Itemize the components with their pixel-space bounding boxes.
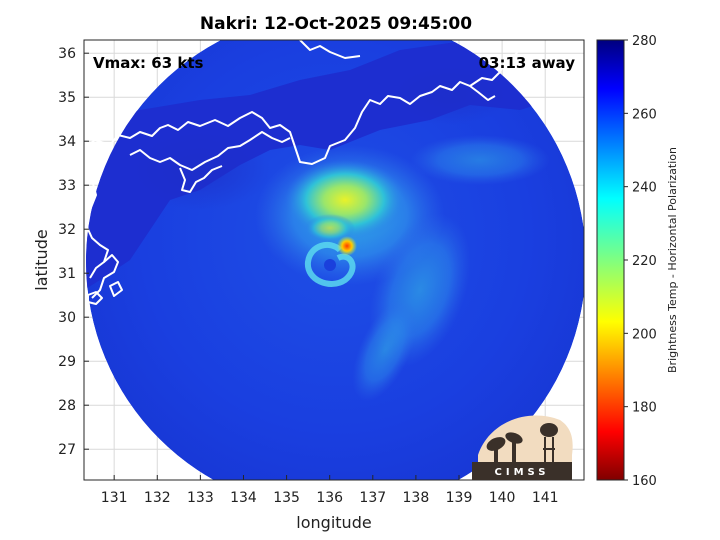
y-tick-label: 34: [58, 134, 76, 150]
y-tick-label: 33: [58, 178, 76, 194]
x-tick-label: 135: [273, 490, 300, 506]
y-axis-ticks: 36 35 34 33 32 31 30 29 28 27: [58, 46, 89, 458]
x-axis-label: longitude: [296, 513, 371, 532]
x-axis-ticks: 131 132 133 134 135 136 137 138 139 140 141: [101, 475, 559, 506]
x-tick-label: 136: [316, 490, 343, 506]
y-tick-label: 27: [58, 442, 76, 458]
x-tick-label: 138: [403, 490, 430, 506]
x-tick-label: 132: [144, 490, 171, 506]
axes-frame: [83, 39, 585, 481]
cimss-logo: CIMSS: [472, 415, 573, 480]
colorbar-ticks: 280 260 240 220 200 180 160: [624, 34, 657, 489]
y-tick-label: 31: [58, 266, 76, 282]
colorbar-tick-label: 280: [632, 34, 657, 49]
y-tick-label: 28: [58, 398, 76, 414]
colorbar-tick-label: 220: [632, 254, 657, 269]
y-tick-label: 35: [58, 90, 76, 106]
vmax-text: Vmax: 63 kts: [93, 54, 203, 72]
time-away-text: 03:13 away: [479, 54, 576, 72]
satellite-swath: [84, 40, 584, 480]
x-tick-label: 140: [489, 490, 516, 506]
colorbar-label: Brightness Temp - Horizontal Polarizatio…: [666, 147, 679, 373]
y-axis-label: latitude: [32, 229, 51, 290]
x-tick-label: 137: [359, 490, 386, 506]
y-tick-label: 36: [58, 46, 76, 62]
y-tick-label: 32: [58, 222, 76, 238]
chart-title: Nakri: 12-Oct-2025 09:45:00: [200, 14, 472, 34]
colorbar-tick-label: 260: [632, 107, 657, 122]
x-tick-label: 139: [446, 490, 473, 506]
x-tick-label: 134: [230, 490, 257, 506]
x-tick-label: 141: [532, 490, 559, 506]
colorbar-tick-label: 200: [632, 327, 657, 342]
x-tick-label: 133: [187, 490, 214, 506]
y-tick-label: 30: [58, 310, 76, 326]
colorbar-tick-label: 160: [632, 474, 657, 489]
colorbar-tick-label: 240: [632, 181, 657, 196]
colorbar: [597, 40, 624, 480]
logo-text: CIMSS: [495, 467, 550, 478]
colorbar-tick-label: 180: [632, 401, 657, 416]
coastline: [84, 40, 539, 305]
y-tick-label: 29: [58, 354, 76, 370]
x-tick-label: 131: [101, 490, 128, 506]
